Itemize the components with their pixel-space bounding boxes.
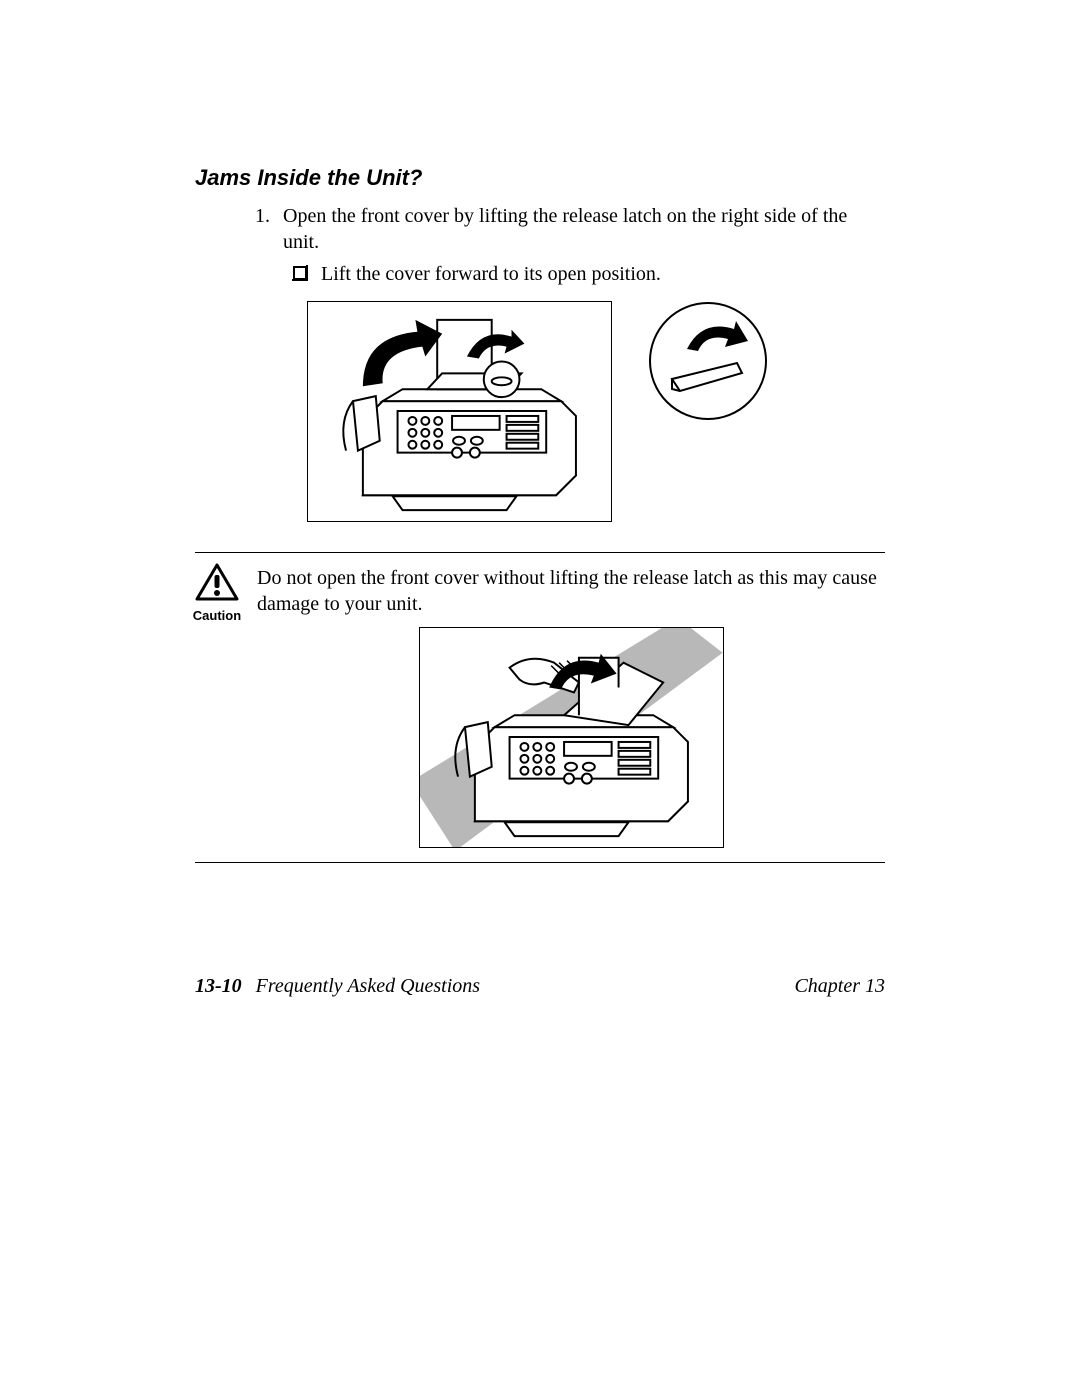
page-content: Jams Inside the Unit? 1. Open the front … [195,165,885,863]
figure-open-cover [307,301,612,522]
bullet-icon [293,266,307,280]
caution-label: Caution [187,608,247,623]
caution-text: Do not open the front cover without lift… [257,565,885,617]
page-footer: 13-10 Frequently Asked Questions Chapter… [195,975,885,998]
section-heading: Jams Inside the Unit? [195,165,885,191]
substep-text: Lift the cover forward to its open posit… [321,261,661,287]
page-number: 13-10 [195,975,242,998]
substep: Lift the cover forward to its open posit… [293,261,885,287]
step-number: 1. [255,203,283,229]
figure-wrong-method [419,627,724,848]
caution-block: Caution Do not open the front cover with… [195,552,885,863]
caution-icon-group: Caution [187,563,247,623]
step-text: Open the front cover by lifting the rele… [283,203,885,255]
footer-section: Frequently Asked Questions [256,975,480,998]
figure-latch-detail [642,301,774,429]
step-1: 1. Open the front cover by lifting the r… [255,203,885,255]
figure-row-1 [195,301,885,522]
footer-chapter: Chapter 13 [794,975,885,998]
warning-triangle-icon [195,563,239,601]
